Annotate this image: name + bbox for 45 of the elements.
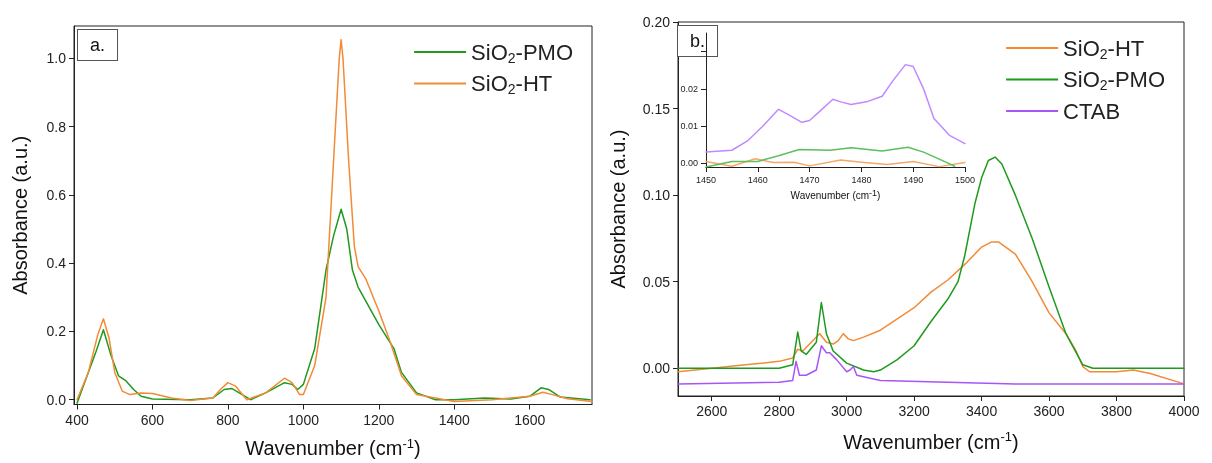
- x-tick-label: 1400: [438, 411, 471, 428]
- x-tick-label: 1460: [747, 174, 768, 185]
- line-series: [677, 345, 1185, 385]
- x-tick-label: 1000: [287, 411, 320, 428]
- x-tick-label: 1450: [695, 174, 717, 185]
- x-tick-label: 3600: [1033, 403, 1065, 419]
- y-tick-label: 0.8: [46, 118, 67, 135]
- y-tick-label: 0.05: [642, 273, 671, 290]
- line-series: [677, 241, 1185, 385]
- x-tick-label: 3400: [966, 403, 998, 419]
- x-tick-label: 1470: [799, 174, 820, 185]
- line-series: [705, 63, 966, 153]
- line-series: [677, 156, 1185, 373]
- y-tick-label: 0.00: [680, 158, 698, 169]
- y-tick-label: 0.15: [642, 100, 671, 117]
- x-tick-label: 2800: [763, 403, 795, 419]
- line-series: [705, 146, 956, 168]
- x-tick-label: 1200: [363, 411, 395, 428]
- legend-label: CTAB: [1063, 98, 1121, 124]
- x-tick-label: 1600: [514, 411, 546, 428]
- y-tick-label: 0.0: [46, 391, 67, 408]
- y-tick-label: 0.10: [642, 187, 671, 204]
- x-tick-label: 1480: [851, 174, 872, 185]
- x-tick-label: 3200: [898, 403, 930, 419]
- y-tick-label: 0.20: [642, 14, 671, 30]
- y-tick-label: 1.0: [46, 50, 67, 67]
- x-tick-label: 2600: [696, 403, 728, 419]
- y-tick-label: 0.4: [46, 255, 67, 272]
- y-tick-label: 0.02: [680, 83, 698, 94]
- y-tick-label: 0.00: [642, 360, 671, 377]
- y-tick-label: 0.6: [46, 186, 67, 203]
- x-tick-label: 800: [216, 411, 240, 428]
- x-tick-label: 3000: [831, 403, 863, 419]
- y-axis-title: Absorbance (a.u.): [9, 135, 31, 295]
- x-tick-label: 400: [65, 411, 89, 428]
- x-tick-label: 4000: [1168, 403, 1200, 419]
- x-tick-label: 1490: [903, 174, 924, 185]
- x-tick-label: 3800: [1100, 403, 1133, 419]
- y-tick-label: 0.01: [680, 121, 698, 132]
- annotation: a.: [90, 35, 106, 55]
- x-tick-label: 1500: [954, 174, 976, 185]
- y-axis-title: Absorbance (a.u.): [607, 129, 629, 289]
- y-tick-label: 0.2: [46, 323, 67, 340]
- annotation: b.: [690, 31, 706, 51]
- x-tick-label: 600: [140, 411, 165, 428]
